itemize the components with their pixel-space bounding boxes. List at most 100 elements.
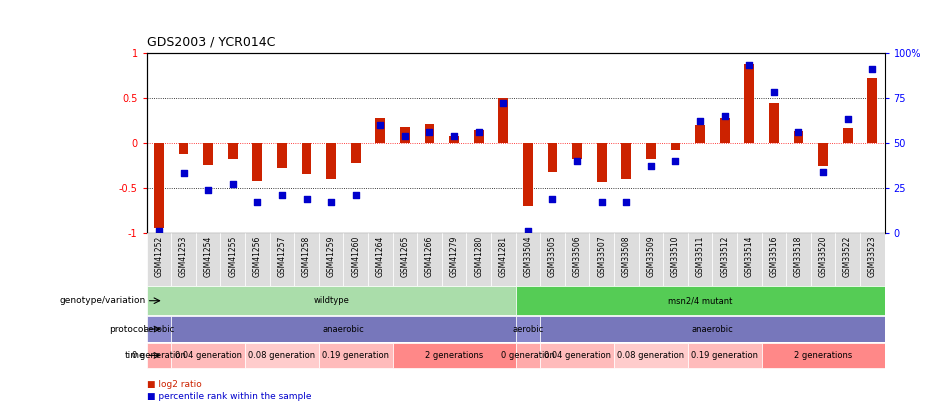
Point <box>225 181 240 188</box>
Text: GSM33518: GSM33518 <box>794 236 803 277</box>
Bar <box>449 136 459 143</box>
Text: GSM41281: GSM41281 <box>499 236 508 277</box>
Bar <box>376 118 385 143</box>
Point <box>643 163 658 169</box>
Bar <box>572 143 582 159</box>
Text: GSM41256: GSM41256 <box>253 236 262 277</box>
Point <box>250 199 265 205</box>
Point <box>151 228 166 234</box>
Text: aerobic: aerobic <box>143 324 175 334</box>
Point <box>594 199 609 205</box>
Point <box>397 132 412 139</box>
Bar <box>663 233 688 286</box>
Bar <box>516 233 540 286</box>
Text: GSM41259: GSM41259 <box>326 236 336 277</box>
Text: GSM33514: GSM33514 <box>745 236 754 277</box>
Bar <box>343 233 368 286</box>
Text: GSM41255: GSM41255 <box>228 236 237 277</box>
Bar <box>147 233 171 286</box>
Text: genotype/variation: genotype/variation <box>60 296 146 305</box>
Bar <box>516 343 540 368</box>
Text: GSM41265: GSM41265 <box>400 236 410 277</box>
Bar <box>818 143 828 166</box>
Bar <box>720 118 729 143</box>
Bar <box>860 233 885 286</box>
Bar <box>147 316 171 342</box>
Text: GSM41280: GSM41280 <box>474 236 483 277</box>
Point <box>766 89 781 96</box>
Point <box>447 132 462 139</box>
Bar <box>597 143 606 181</box>
Point <box>791 129 806 135</box>
Text: GSM41254: GSM41254 <box>203 236 213 277</box>
Text: GSM33506: GSM33506 <box>572 236 582 277</box>
Text: ■ percentile rank within the sample: ■ percentile rank within the sample <box>147 392 311 401</box>
Bar <box>769 103 779 143</box>
Bar <box>400 128 410 143</box>
Bar <box>171 233 196 286</box>
Bar <box>147 286 516 315</box>
Bar <box>548 143 557 173</box>
Text: 2 generations: 2 generations <box>794 351 852 360</box>
Text: GSM41258: GSM41258 <box>302 236 311 277</box>
Point <box>840 116 855 123</box>
Bar <box>794 131 803 143</box>
Text: GSM41257: GSM41257 <box>277 236 287 277</box>
Text: 0.04 generation: 0.04 generation <box>175 351 241 360</box>
Point <box>865 66 880 72</box>
Bar <box>786 233 811 286</box>
Text: 0.08 generation: 0.08 generation <box>618 351 684 360</box>
Bar <box>737 233 762 286</box>
Bar <box>639 233 663 286</box>
Point <box>545 195 560 202</box>
Bar <box>474 130 483 143</box>
Point <box>348 192 363 198</box>
Text: GSM33520: GSM33520 <box>818 236 828 277</box>
Text: 0 generation: 0 generation <box>132 351 185 360</box>
Text: 0.08 generation: 0.08 generation <box>249 351 315 360</box>
Bar <box>319 343 393 368</box>
Text: ■ log2 ratio: ■ log2 ratio <box>147 380 201 389</box>
Bar <box>589 233 614 286</box>
Bar <box>393 233 417 286</box>
Bar <box>245 343 319 368</box>
Bar <box>417 233 442 286</box>
Bar <box>442 233 466 286</box>
Bar <box>712 233 737 286</box>
Bar <box>540 316 885 342</box>
Bar <box>491 233 516 286</box>
Bar <box>154 143 164 228</box>
Bar <box>253 143 262 181</box>
Bar <box>499 98 508 143</box>
Text: wildtype: wildtype <box>313 296 349 305</box>
Text: GSM33508: GSM33508 <box>622 236 631 277</box>
Point <box>274 192 289 198</box>
Text: 0.19 generation: 0.19 generation <box>692 351 758 360</box>
Bar <box>196 233 220 286</box>
Text: GSM33516: GSM33516 <box>769 236 779 277</box>
Bar <box>695 125 705 143</box>
Bar <box>302 143 311 174</box>
Text: GSM33512: GSM33512 <box>720 236 729 277</box>
Text: GSM33509: GSM33509 <box>646 236 656 277</box>
Bar <box>171 343 245 368</box>
Text: msn2/4 mutant: msn2/4 mutant <box>668 296 732 305</box>
Text: anaerobic: anaerobic <box>692 324 733 334</box>
Point <box>569 158 585 164</box>
Bar <box>565 233 589 286</box>
Text: GDS2003 / YCR014C: GDS2003 / YCR014C <box>147 36 275 49</box>
Text: time: time <box>125 351 146 360</box>
Bar <box>867 78 877 143</box>
Bar <box>203 143 213 165</box>
Bar <box>228 143 237 159</box>
Point <box>692 118 708 124</box>
Text: anaerobic: anaerobic <box>323 324 364 334</box>
Point <box>422 129 437 135</box>
Text: GSM33504: GSM33504 <box>523 236 533 277</box>
Bar <box>614 233 639 286</box>
Bar <box>843 128 852 143</box>
Point <box>324 199 339 205</box>
Text: 0 generation: 0 generation <box>501 351 554 360</box>
Bar <box>245 233 270 286</box>
Bar <box>351 143 360 162</box>
